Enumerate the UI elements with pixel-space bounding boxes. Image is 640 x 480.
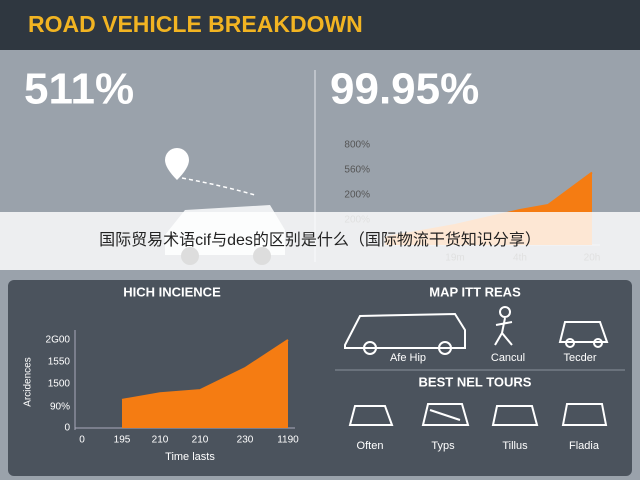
icon-label: Fladia: [569, 440, 600, 452]
chart-title: HICH INCIENCE: [123, 284, 221, 299]
icon-suv: [344, 312, 466, 355]
banner-text: 国际贸易术语cif与des的区别是什么（国际物流干货知识分享）: [99, 231, 541, 249]
stat: 511%: [24, 65, 134, 114]
icon-label: Often: [357, 440, 384, 452]
y-tick-label: 1550: [48, 357, 71, 368]
tour-icons: [348, 403, 608, 426]
icon-label: Afe Hip: [390, 352, 426, 364]
y-axis-label: Arcidences: [23, 357, 34, 406]
x-tick-label: 1190: [277, 435, 299, 446]
x-tick-label: 0: [79, 435, 85, 446]
x-axis-label: Time lasts: [165, 451, 215, 463]
y-tick-label: 200%: [344, 190, 370, 201]
y-tick-label: 2G00: [46, 335, 71, 346]
icon-label: Tecder: [563, 352, 596, 364]
stat: 99.95%: [330, 65, 479, 114]
y-tick-label: 90%: [50, 402, 70, 413]
y-tick-label: 560%: [344, 165, 370, 176]
area-line: [121, 339, 289, 401]
section-title: MAP ITT REAS: [429, 284, 521, 299]
icon-person: [494, 306, 513, 346]
x-tick-label: 210: [152, 435, 169, 446]
x-tick-label: 210: [192, 435, 209, 446]
banner: [0, 212, 640, 270]
header-bar: [0, 0, 640, 50]
section-title: BEST NEL TOURS: [419, 374, 532, 389]
x-tick-label: 230: [237, 435, 254, 446]
icon-label: Cancul: [491, 352, 525, 364]
y-tick-label: 0: [64, 423, 70, 434]
area-fill: [122, 340, 288, 428]
icon-label: Typs: [431, 440, 455, 452]
title: ROAD VEHICLE BREAKDOWN: [28, 11, 363, 37]
map-pin: [165, 148, 256, 196]
bottom-panel: [8, 280, 632, 476]
y-tick-label: 1500: [48, 379, 71, 390]
x-tick-label: 195: [114, 435, 131, 446]
y-tick-label: 800%: [344, 140, 370, 151]
icon-label: Tillus: [502, 440, 528, 452]
icon-car: [558, 321, 609, 348]
